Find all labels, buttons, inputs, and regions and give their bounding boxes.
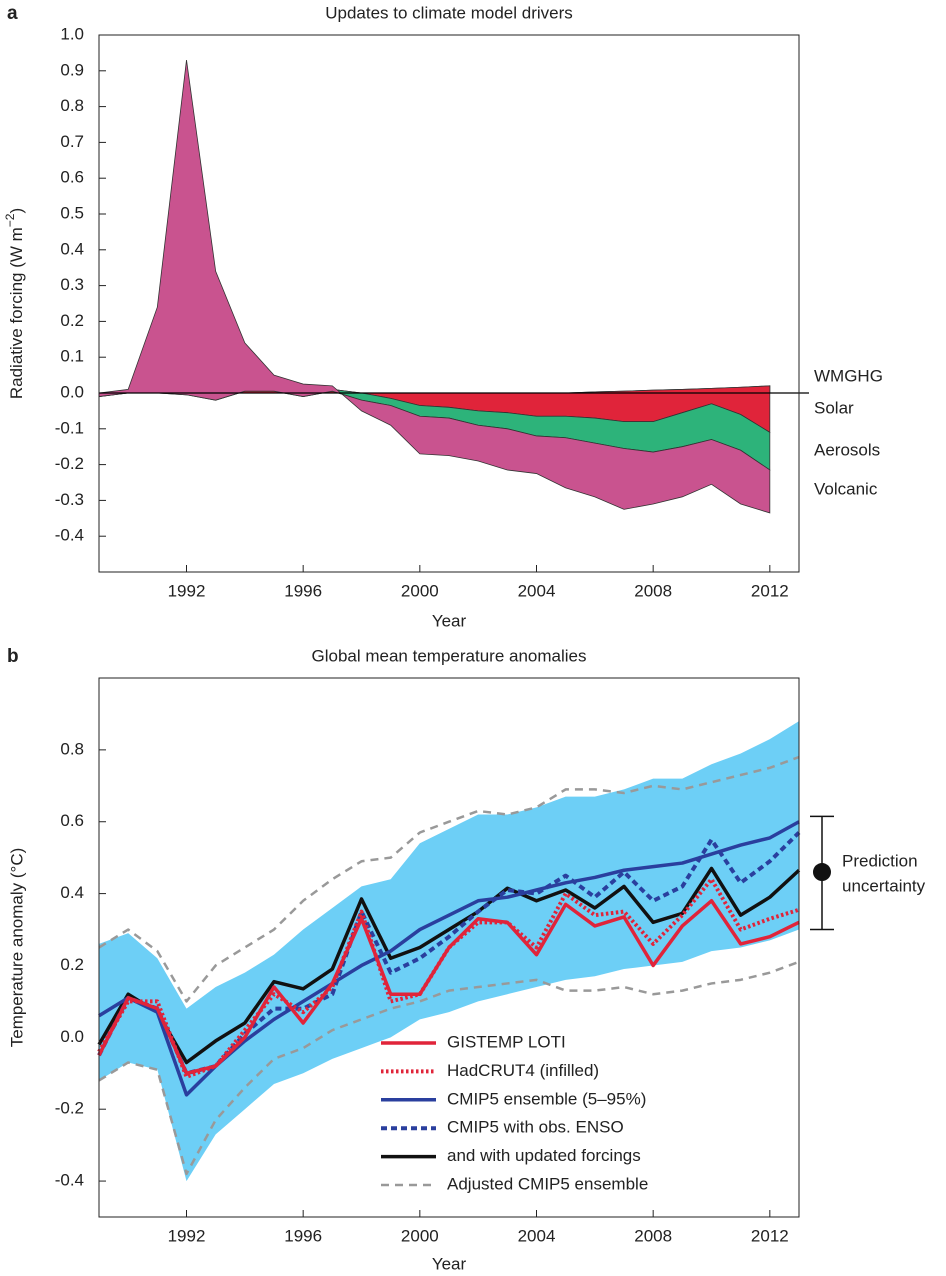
x-axis-label: Year — [432, 1254, 467, 1273]
x-tick-label: 1992 — [168, 1226, 206, 1245]
plot-frame — [98, 677, 800, 1218]
y-tick-label: 0.8 — [60, 739, 84, 758]
legend-label: CMIP5 with obs. ENSO — [447, 1118, 624, 1137]
y-axis-label: Temperature anomaly (°C) — [7, 848, 26, 1048]
x-tick-label: 2012 — [751, 581, 789, 600]
x-axis-label: Year — [432, 611, 467, 630]
x-tick-label: 1992 — [168, 581, 206, 600]
y-axis-label: Radiative forcing (W m−2) — [3, 208, 26, 399]
series-line — [97, 899, 800, 1076]
uncertainty-center — [813, 863, 831, 882]
series-line — [98, 755, 800, 1003]
y-tick-label: -0.4 — [55, 1171, 84, 1190]
y-axis-label-part: Radiative forcing (W m — [7, 227, 26, 399]
y-tick-label: 0.4 — [60, 239, 84, 258]
annotation-text: Prediction — [842, 852, 918, 871]
legend-label: Adjusted CMIP5 ensemble — [447, 1174, 648, 1193]
legend-label: HadCRUT4 (infilled) — [447, 1061, 599, 1080]
y-tick-label: 0.4 — [60, 883, 84, 902]
y-tick-label: 0.0 — [60, 1027, 84, 1046]
panel-label: a — [7, 3, 18, 24]
y-tick-label: -0.1 — [55, 418, 84, 437]
panel-label: b — [7, 646, 19, 667]
y-axis-label-part: ) — [7, 208, 26, 214]
x-tick-label: 2004 — [518, 1226, 556, 1245]
y-tick-label: 1.0 — [60, 24, 84, 43]
chart-title: Updates to climate model drivers — [325, 3, 573, 22]
series-label: Solar — [814, 398, 854, 417]
legend-label: and with updated forcings — [447, 1146, 641, 1165]
y-tick-label: 0.5 — [60, 203, 84, 222]
series-label: WMGHG — [814, 366, 883, 385]
y-tick-label: -0.4 — [55, 526, 84, 545]
series-line — [97, 866, 801, 1065]
y-tick-label: 0.0 — [60, 382, 84, 401]
chart-title: Global mean temperature anomalies — [312, 646, 587, 665]
x-tick-label: 2004 — [518, 581, 556, 600]
y-axis-label-part: −2 — [3, 213, 17, 227]
series-label: Aerosols — [814, 440, 880, 459]
y-tick-label: 0.2 — [60, 955, 84, 974]
y-tick-label: 0.2 — [60, 311, 84, 330]
series-line-lower — [98, 960, 800, 1176]
series-line — [97, 831, 801, 1076]
y-tick-label: -0.2 — [55, 1099, 84, 1118]
y-tick-label: 0.6 — [60, 168, 84, 187]
x-tick-label: 1996 — [284, 581, 322, 600]
x-tick-label: 2008 — [634, 1226, 672, 1245]
x-tick-label: 2000 — [401, 1226, 439, 1245]
x-tick-label: 2012 — [751, 1226, 789, 1245]
x-tick-label: 1996 — [284, 1226, 322, 1245]
y-tick-label: 0.9 — [60, 60, 84, 79]
legend-label: CMIP5 ensemble (5–95%) — [447, 1089, 646, 1108]
y-tick-label: 0.1 — [60, 347, 84, 366]
y-tick-label: 0.8 — [60, 96, 84, 115]
y-tick-label: 0.3 — [60, 275, 84, 294]
y-tick-label: 0.6 — [60, 811, 84, 830]
x-tick-label: 2008 — [634, 581, 672, 600]
y-tick-label: 0.7 — [60, 132, 84, 151]
x-tick-label: 2000 — [401, 581, 439, 600]
y-tick-label: -0.3 — [55, 490, 84, 509]
legend-label: GISTEMP LOTI — [447, 1032, 566, 1051]
y-tick-label: -0.2 — [55, 454, 84, 473]
plot-frame — [98, 34, 800, 573]
annotation-text: uncertainty — [842, 877, 926, 896]
series-label: Volcanic — [814, 479, 878, 498]
stacked-area — [98, 60, 771, 514]
